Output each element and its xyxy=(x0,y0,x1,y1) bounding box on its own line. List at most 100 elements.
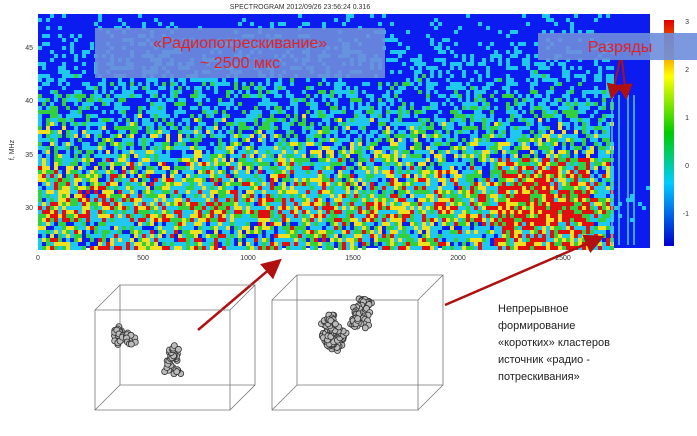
noise-cell xyxy=(542,194,546,198)
noise-cell xyxy=(398,50,402,54)
noise-cell xyxy=(210,126,214,130)
noise-cell xyxy=(326,190,330,194)
noise-cell xyxy=(326,202,330,206)
noise-cell xyxy=(42,210,46,214)
noise-cell xyxy=(270,118,274,122)
noise-cell xyxy=(54,178,58,182)
noise-cell xyxy=(226,234,230,238)
noise-cell xyxy=(378,218,382,222)
noise-cell xyxy=(114,170,118,174)
noise-cell xyxy=(326,186,330,190)
noise-cell xyxy=(266,126,270,130)
noise-cell xyxy=(50,142,54,146)
noise-cell xyxy=(566,218,570,222)
noise-cell xyxy=(550,206,554,210)
noise-cell xyxy=(498,122,502,126)
noise-cell xyxy=(170,82,174,86)
noise-cell xyxy=(98,82,102,86)
noise-cell xyxy=(430,146,434,150)
noise-cell xyxy=(510,230,514,234)
noise-cell xyxy=(222,170,226,174)
noise-cell xyxy=(254,226,258,230)
noise-cell xyxy=(346,202,350,206)
noise-cell xyxy=(534,142,538,146)
noise-cell xyxy=(566,18,570,22)
noise-cell xyxy=(514,218,518,222)
noise-cell xyxy=(82,102,86,106)
noise-cell xyxy=(346,166,350,170)
noise-cell xyxy=(154,106,158,110)
noise-cell xyxy=(570,170,574,174)
noise-cell xyxy=(126,246,130,250)
noise-cell xyxy=(150,122,154,126)
noise-cell xyxy=(130,194,134,198)
noise-cell xyxy=(162,214,166,218)
noise-cell xyxy=(410,226,414,230)
noise-cell xyxy=(254,214,258,218)
noise-cell xyxy=(382,122,386,126)
noise-cell xyxy=(454,210,458,214)
noise-cell xyxy=(542,162,546,166)
noise-cell xyxy=(302,242,306,246)
noise-cell xyxy=(438,22,442,26)
noise-cell xyxy=(554,210,558,214)
noise-cell xyxy=(354,210,358,214)
noise-cell xyxy=(434,58,438,62)
noise-cell xyxy=(46,222,50,226)
noise-cell xyxy=(266,166,270,170)
noise-cell xyxy=(258,230,262,234)
noise-cell xyxy=(210,210,214,214)
noise-cell xyxy=(402,86,406,90)
noise-cell xyxy=(474,126,478,130)
noise-cell xyxy=(262,150,266,154)
noise-cell xyxy=(274,142,278,146)
noise-cell xyxy=(514,66,518,70)
noise-cell xyxy=(406,110,410,114)
noise-cell xyxy=(110,178,114,182)
noise-cell xyxy=(178,138,182,142)
noise-cell xyxy=(126,198,130,202)
noise-cell xyxy=(70,218,74,222)
noise-cell xyxy=(462,150,466,154)
noise-cell xyxy=(78,98,82,102)
noise-cell xyxy=(474,214,478,218)
noise-cell xyxy=(454,134,458,138)
noise-cell xyxy=(386,58,390,62)
noise-cell xyxy=(254,110,258,114)
noise-cell xyxy=(534,170,538,174)
noise-cell xyxy=(214,170,218,174)
noise-cell xyxy=(466,102,470,106)
noise-cell xyxy=(106,242,110,246)
noise-cell xyxy=(446,150,450,154)
noise-cell xyxy=(538,162,542,166)
noise-cell xyxy=(518,214,522,218)
noise-cell xyxy=(350,118,354,122)
noise-cell xyxy=(94,246,98,250)
noise-cell xyxy=(430,190,434,194)
noise-cell xyxy=(414,194,418,198)
noise-cell xyxy=(342,22,346,26)
noise-cell xyxy=(386,214,390,218)
noise-cell xyxy=(286,106,290,110)
noise-cell xyxy=(494,50,498,54)
noise-cell xyxy=(346,194,350,198)
noise-cell xyxy=(514,126,518,130)
noise-cell xyxy=(190,146,194,150)
noise-cell xyxy=(242,234,246,238)
noise-cell xyxy=(38,202,42,206)
noise-cell xyxy=(450,170,454,174)
noise-cell xyxy=(230,214,234,218)
noise-cell xyxy=(230,206,234,210)
noise-cell xyxy=(198,162,202,166)
noise-cell xyxy=(130,162,134,166)
noise-cell xyxy=(222,246,226,250)
noise-cell xyxy=(118,98,122,102)
noise-cell xyxy=(198,182,202,186)
noise-cell xyxy=(118,102,122,106)
noise-cell xyxy=(298,218,302,222)
noise-cell xyxy=(50,50,54,54)
noise-cell xyxy=(478,114,482,118)
noise-cell xyxy=(354,138,358,142)
noise-cell xyxy=(334,126,338,130)
noise-cell xyxy=(262,134,266,138)
